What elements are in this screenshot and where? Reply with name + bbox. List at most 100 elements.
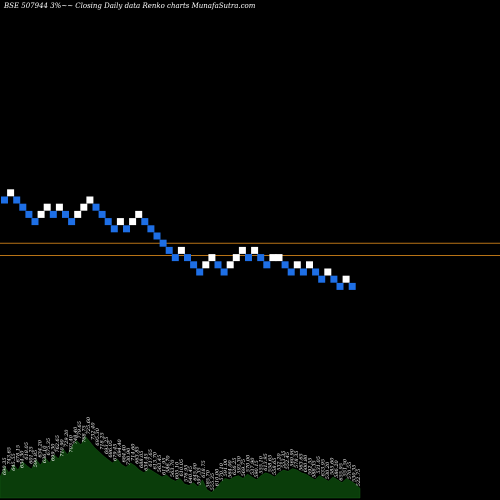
volume-label: 618.75 [201, 460, 207, 478]
volume-label: 730.90 [126, 447, 132, 465]
volume-label: 613.95 [263, 453, 269, 471]
renko-brick-up [269, 254, 277, 262]
volume-label: 645.55 [11, 453, 17, 471]
volume-label: 655.95 [338, 463, 344, 481]
volume-label: 593.30 [237, 455, 243, 473]
volume-label: 686.05 [108, 440, 114, 458]
renko-brick-down [245, 254, 252, 262]
renko-brick-up [238, 246, 246, 254]
volume-label: 553.35 [281, 451, 287, 469]
volume-label: 551.50 [343, 458, 349, 476]
renko-brick-down [92, 203, 100, 211]
volume-label: 586.20 [334, 459, 340, 477]
volume-label: 688.05 [139, 451, 145, 469]
renko-brick-down [104, 218, 112, 226]
volume-label: 570.00 [245, 454, 251, 472]
volume-label: 645.00 [192, 462, 198, 480]
renko-brick-up [86, 196, 94, 204]
volume-label: 618.05 [24, 442, 30, 460]
renko-brick-down [123, 225, 130, 233]
renko-brick-up [37, 210, 45, 218]
volume-label: 743.65 [6, 447, 12, 465]
volume-label: 560.90 [290, 448, 296, 466]
renko-brick-down [141, 218, 149, 226]
volume-area-fill [0, 435, 361, 499]
volume-label: 762.65 [55, 435, 61, 453]
volume-area [0, 435, 361, 499]
volume-label: 779.65 [77, 421, 83, 439]
volume-label: 610.00 [214, 468, 220, 486]
volume-label: 576.95 [183, 465, 189, 483]
volume-label: 558.65 [268, 455, 274, 473]
volume-label: 599.85 [33, 450, 39, 468]
volume-label: 563.65 [298, 453, 304, 471]
volume-label: 710.90 [60, 438, 66, 456]
volume-label: 626.25 [232, 458, 238, 476]
volume-label: 718.25 [99, 432, 105, 450]
renko-brick-down [287, 268, 295, 276]
volume-label: 634.30 [20, 450, 26, 468]
renko-brick-down [263, 261, 271, 269]
renko-brick-down [257, 254, 265, 262]
volume-label: 634.45 [144, 453, 150, 471]
renko-brick-up [135, 210, 143, 218]
renko-brick-down [312, 268, 320, 276]
volume-label: 678.15 [15, 445, 21, 463]
volume-label: 531.05 [316, 456, 322, 474]
volume-label: 748.40 [73, 426, 79, 444]
volume-label: 530.20 [325, 461, 331, 479]
volume-label: 694.40 [117, 438, 123, 456]
renko-brick-up [324, 268, 332, 276]
renko-brick-up [80, 203, 88, 211]
volume-label: 693.25 [104, 437, 110, 455]
renko-brick-up [7, 189, 15, 197]
renko-brick-down [299, 268, 307, 276]
renko-brick-up [177, 246, 185, 254]
volume-label: 601.25 [29, 446, 35, 464]
volume-label: 605.10 [175, 461, 181, 479]
volume-label: 663.85 [135, 446, 141, 464]
volume-label: 703.40 [68, 434, 74, 452]
volume-label: 552.45 [285, 452, 291, 470]
renko-brick-down [49, 210, 57, 218]
volume-label: 679.45 [113, 444, 119, 462]
volume-label: 729.20 [64, 429, 70, 447]
volume-label: 588.35 [312, 460, 318, 478]
volume-label: 563.70 [170, 459, 176, 477]
volume-label: 585.60 [329, 457, 335, 475]
volume-label: 522.75 [356, 469, 362, 487]
volume-label: 611.95 [161, 458, 167, 476]
volume-label: 732.40 [91, 422, 97, 440]
volume-label: 555.35 [210, 473, 216, 491]
renko-brick-up [55, 203, 63, 211]
renko-brick-down [13, 196, 21, 204]
renko-brick-up [251, 246, 259, 254]
renko-brick-down [196, 268, 204, 276]
volume-label: 532.20 [276, 452, 282, 470]
volume-label: 569.75 [241, 459, 247, 477]
volume-label: 564.00 [228, 459, 234, 477]
renko-brick-down [19, 203, 27, 211]
renko-brick-down [62, 210, 69, 218]
renko-brick-down [1, 196, 8, 204]
volume-label: 558.65 [272, 458, 278, 476]
renko-brick-up [226, 261, 234, 269]
volume-label: 633.95 [321, 459, 327, 477]
renko-brick-up [306, 261, 313, 269]
renko-brick-down [281, 261, 289, 269]
volume-label: 597.35 [197, 467, 203, 485]
renko-brick-down [184, 254, 191, 262]
renko-brick-down [98, 210, 106, 218]
volume-label: 555.10 [259, 455, 265, 473]
volume-label: 563.45 [157, 455, 163, 473]
chart-title: BSE 507944 3%~~ Closing Daily data Renko… [3, 2, 256, 10]
volume-label: 613.70 [152, 451, 158, 469]
renko-brick-down [31, 218, 39, 226]
volume-label: 570.55 [347, 462, 353, 480]
renko-brick-down [68, 218, 76, 226]
volume-label: 636.10 [42, 445, 48, 463]
renko-bricks [1, 189, 356, 290]
volume-label: 695.30 [95, 427, 101, 445]
